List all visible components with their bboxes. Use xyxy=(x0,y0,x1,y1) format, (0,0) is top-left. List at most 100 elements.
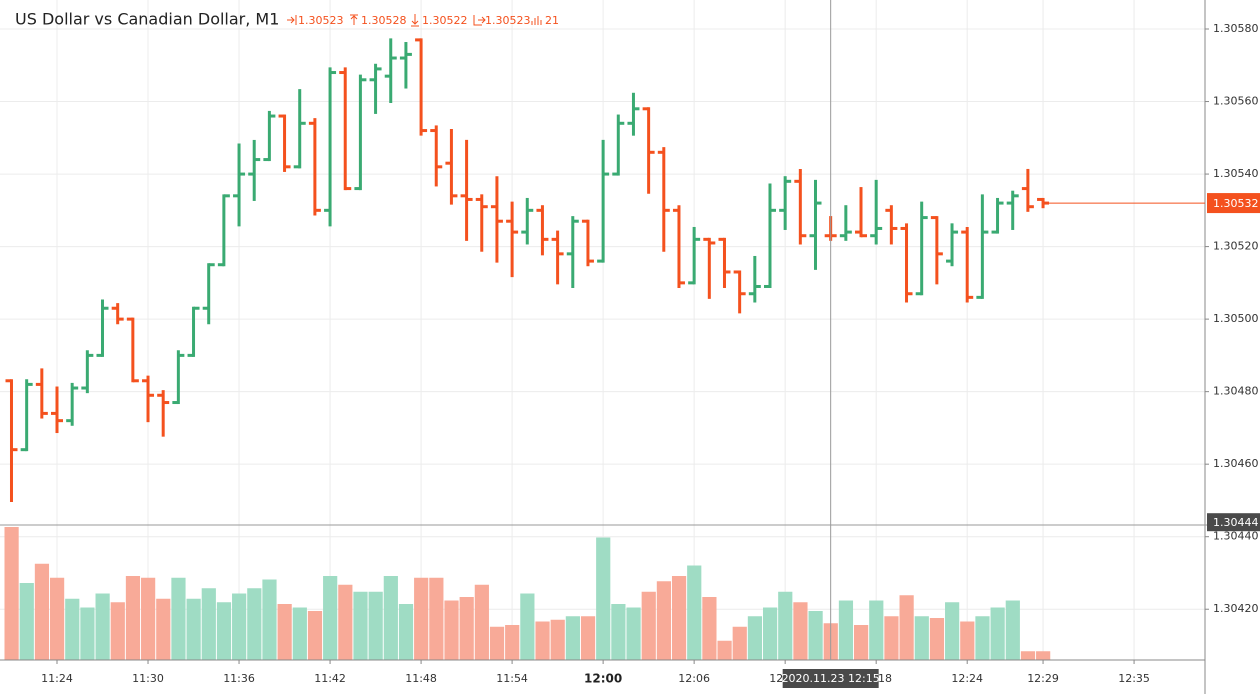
last-price-label: 1.30532 xyxy=(1213,197,1259,210)
volume-bar xyxy=(186,598,201,660)
volume-bar xyxy=(793,602,808,660)
volume-bar xyxy=(505,625,520,660)
volume-bar xyxy=(611,604,626,660)
volume-bar xyxy=(854,625,869,660)
volume-bar xyxy=(4,527,19,660)
volume-bar xyxy=(19,583,34,660)
volume-bar xyxy=(550,619,565,660)
volume-bar xyxy=(232,593,247,660)
volume-bar xyxy=(50,577,65,660)
volume-bar xyxy=(247,588,262,660)
volume-bar xyxy=(383,576,398,660)
header-high: 1.30528 xyxy=(361,14,407,27)
x-tick-label: 11:30 xyxy=(132,672,164,685)
volume-bar xyxy=(687,565,702,660)
volume-bar xyxy=(353,591,368,660)
volume-bar xyxy=(838,600,854,660)
volume-bar xyxy=(292,607,307,660)
header-open: 1.30523 xyxy=(298,14,344,27)
header-low: 1.30522 xyxy=(422,14,468,27)
volume-bar xyxy=(702,597,717,660)
volume-bar xyxy=(656,581,671,660)
volume-bar xyxy=(626,607,641,660)
volume-bar xyxy=(945,602,960,660)
volume-bar xyxy=(929,618,945,660)
volume-bar xyxy=(899,595,914,660)
volume-bar xyxy=(80,607,95,660)
chart-title: US Dollar vs Canadian Dollar, M1 xyxy=(15,10,279,29)
x-tick-label: 11:48 xyxy=(405,672,437,685)
volume-bar xyxy=(262,579,277,660)
y-tick-label: 1.30560 xyxy=(1213,95,1259,108)
volume-bar xyxy=(398,604,414,660)
volume-bar xyxy=(95,593,110,660)
crosshair-time-label: 2020.11.23 12:15 xyxy=(782,672,880,685)
y-tick-label: 1.30420 xyxy=(1213,602,1259,615)
volume-bar xyxy=(1036,651,1051,660)
volume-bar xyxy=(444,600,459,660)
marks xyxy=(4,38,1051,660)
volume-bar xyxy=(414,577,429,660)
x-tick-label: 11:54 xyxy=(496,672,528,685)
volume-bar xyxy=(368,591,383,660)
header-close: 1.30523 xyxy=(485,14,531,27)
volume-bar xyxy=(307,611,323,660)
volume-bar xyxy=(323,576,338,660)
volume-bar xyxy=(459,597,474,660)
volume-bar xyxy=(34,563,50,660)
volume-bar xyxy=(960,621,975,660)
y-tick-label: 1.30460 xyxy=(1213,457,1259,470)
volume-bar xyxy=(580,616,596,660)
volume-bar xyxy=(338,584,353,660)
volume-bar xyxy=(141,577,156,660)
x-tick-label: 12:24 xyxy=(951,672,983,685)
x-tick-label: 11:42 xyxy=(314,672,346,685)
volume-bar xyxy=(171,577,186,660)
volume-bar xyxy=(975,616,990,660)
x-tick-label: 11:24 xyxy=(41,672,73,685)
header-icons xyxy=(287,14,542,27)
volume-bar xyxy=(990,607,1005,660)
volume-bar xyxy=(489,626,505,660)
crosshair-price-box xyxy=(1207,513,1260,532)
crosshair-time-box xyxy=(782,669,879,688)
y-tick-label: 1.30500 xyxy=(1213,312,1259,325)
grid xyxy=(0,0,1205,660)
x-tick-label: 12:00 xyxy=(584,672,622,686)
x-tick-label: 11:36 xyxy=(223,672,255,685)
volume-bar xyxy=(65,598,80,660)
volume-bar xyxy=(1020,651,1036,660)
volume-bar xyxy=(201,588,216,660)
volume-bar xyxy=(808,611,823,660)
volume-bar xyxy=(596,537,611,660)
header-volume: 21 xyxy=(545,14,559,27)
volume-bar xyxy=(474,584,489,660)
volume-bar xyxy=(747,616,763,660)
volume-bar xyxy=(762,607,778,660)
volume-bar xyxy=(914,616,929,660)
volume-bar xyxy=(565,616,580,660)
volume-bar xyxy=(717,640,732,660)
volume-bar xyxy=(535,621,550,660)
y-tick-label: 1.30540 xyxy=(1213,167,1259,180)
crosshair-price-label: 1.30444 xyxy=(1213,516,1259,529)
x-tick-label: 12:06 xyxy=(678,672,710,685)
volume-bar xyxy=(671,576,687,660)
y-tick-label: 1.30440 xyxy=(1213,530,1259,543)
y-tick-label: 1.30520 xyxy=(1213,240,1259,253)
volume-bar xyxy=(216,602,232,660)
volume-bar xyxy=(869,600,884,660)
volume-bar xyxy=(110,602,125,660)
x-tick-label: 12:29 xyxy=(1027,672,1059,685)
y-tick-label: 1.30580 xyxy=(1213,22,1259,35)
volume-bar xyxy=(277,604,292,660)
x-tick-label: 12:35 xyxy=(1118,672,1150,685)
volume-bar xyxy=(1005,600,1020,660)
volume-bar xyxy=(732,626,747,660)
volume-bar xyxy=(125,576,141,660)
last-price-box xyxy=(1207,193,1260,214)
volume-bar xyxy=(520,593,535,660)
volume-bar xyxy=(641,591,656,660)
